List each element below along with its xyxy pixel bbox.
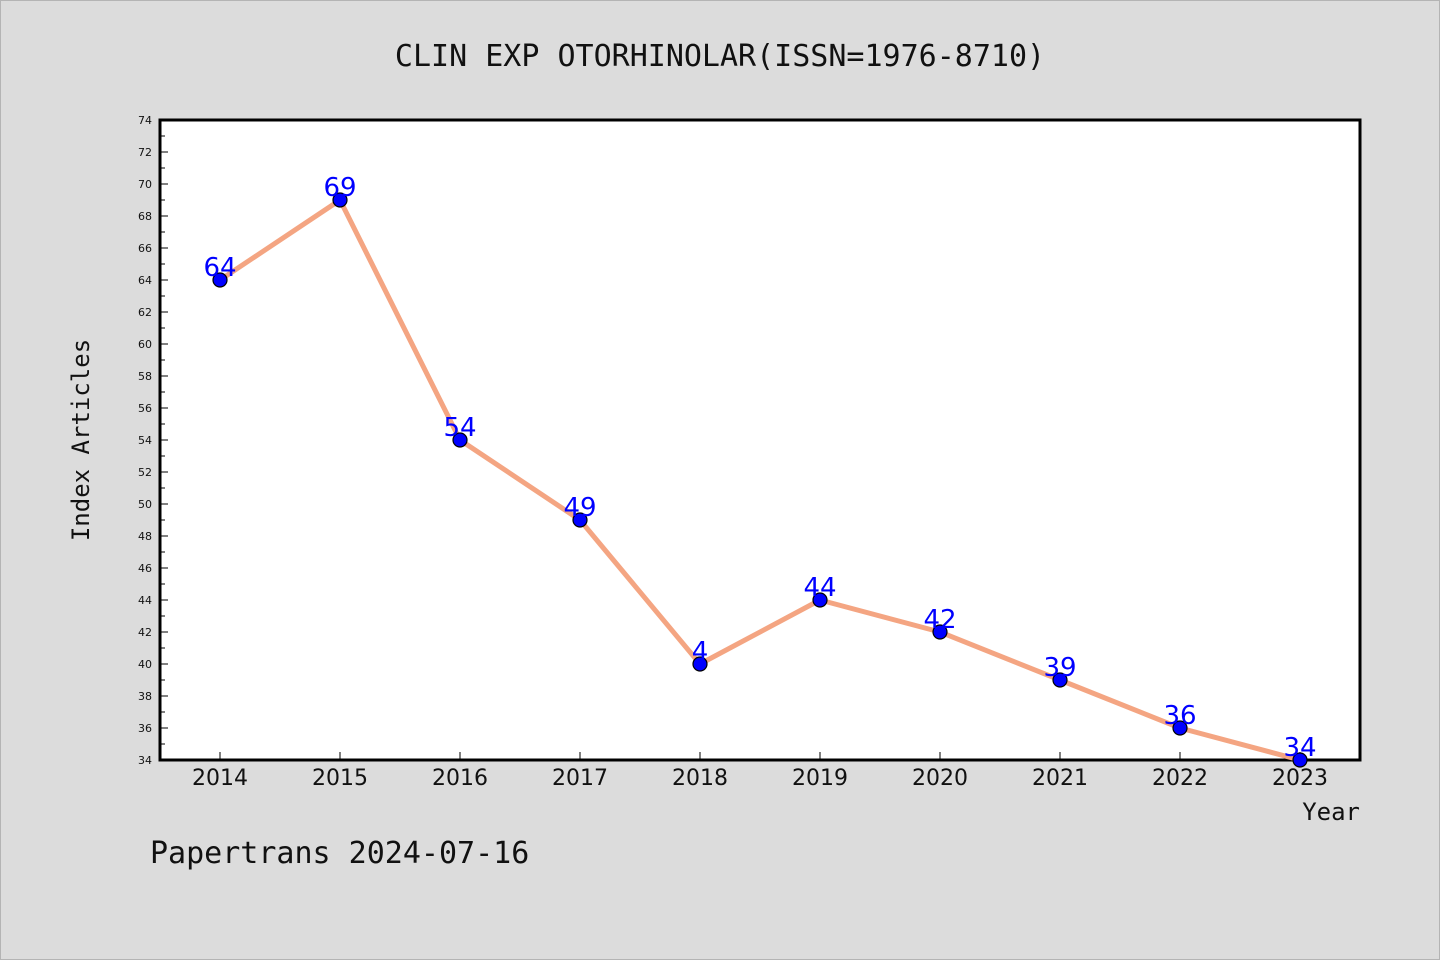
y-tick-label: 68 [138, 210, 152, 223]
y-tick-label: 52 [138, 466, 152, 479]
data-label: 54 [443, 413, 476, 443]
y-tick-label: 74 [138, 114, 152, 127]
y-axis: 34 36 38 40 42 44 46 48 50 52 54 56 58 60 62 64 66 68 70 72… [138, 114, 168, 767]
y-tick-label: 46 [138, 562, 152, 575]
x-axis: 2014 2015 2016 2017 2018 2019 2020 2021 2022 2023 [192, 752, 1328, 791]
x-tick-label: 2020 [912, 766, 968, 791]
y-tick-label: 54 [138, 434, 152, 447]
x-tick-label: 2014 [192, 766, 248, 791]
x-tick-label: 2016 [432, 766, 488, 791]
x-tick-label: 2019 [792, 766, 848, 791]
data-label: 44 [803, 573, 836, 603]
data-point [1292, 752, 1308, 768]
y-tick-label: 72 [138, 146, 152, 159]
y-tick-label: 64 [138, 274, 152, 287]
data-point [1172, 720, 1188, 736]
data-point [692, 656, 708, 672]
data-label: 36 [1163, 701, 1196, 731]
y-tick-label: 34 [138, 754, 152, 767]
data-label: 39 [1043, 653, 1076, 683]
x-tick-label: 2015 [312, 766, 368, 791]
data-label: 49 [563, 493, 596, 523]
data-point [572, 512, 588, 528]
data-point [452, 432, 468, 448]
y-tick-label: 44 [138, 594, 152, 607]
data-point [932, 624, 948, 640]
data-label: 42 [923, 605, 956, 635]
x-tick-label: 2018 [672, 766, 728, 791]
y-tick-label: 66 [138, 242, 152, 255]
y-tick-label: 48 [138, 530, 152, 543]
x-tick-label: 2023 [1272, 766, 1328, 791]
y-tick-label: 50 [138, 498, 152, 511]
y-tick-label: 70 [138, 178, 152, 191]
y-tick-label: 36 [138, 722, 152, 735]
series-line [217, 197, 1303, 763]
x-tick-label: 2021 [1032, 766, 1088, 791]
data-label: 64 [203, 253, 236, 283]
data-point [1052, 672, 1068, 688]
data-label: 69 [323, 173, 356, 203]
y-tick-label: 38 [138, 690, 152, 703]
chart-title: CLIN EXP OTORHINOLAR(ISSN=1976-8710) [395, 39, 1045, 74]
y-tick-label: 40 [138, 658, 152, 671]
data-point [812, 592, 828, 608]
y-tick-label: 42 [138, 626, 152, 639]
data-point [332, 192, 348, 208]
y-tick-label: 60 [138, 338, 152, 351]
data-label: 4 [692, 637, 709, 667]
data-label: 34 [1283, 733, 1316, 763]
x-axis-label: Year [1302, 798, 1360, 826]
x-tick-label: 2022 [1152, 766, 1208, 791]
data-point [212, 272, 228, 288]
y-axis-label: Index Articles [67, 339, 95, 541]
footer-text: Papertrans 2024-07-16 [150, 836, 529, 871]
x-tick-label: 2017 [552, 766, 608, 791]
y-tick-label: 56 [138, 402, 152, 415]
y-tick-label: 58 [138, 370, 152, 383]
y-tick-label: 62 [138, 306, 152, 319]
plot-area [158, 118, 1362, 762]
